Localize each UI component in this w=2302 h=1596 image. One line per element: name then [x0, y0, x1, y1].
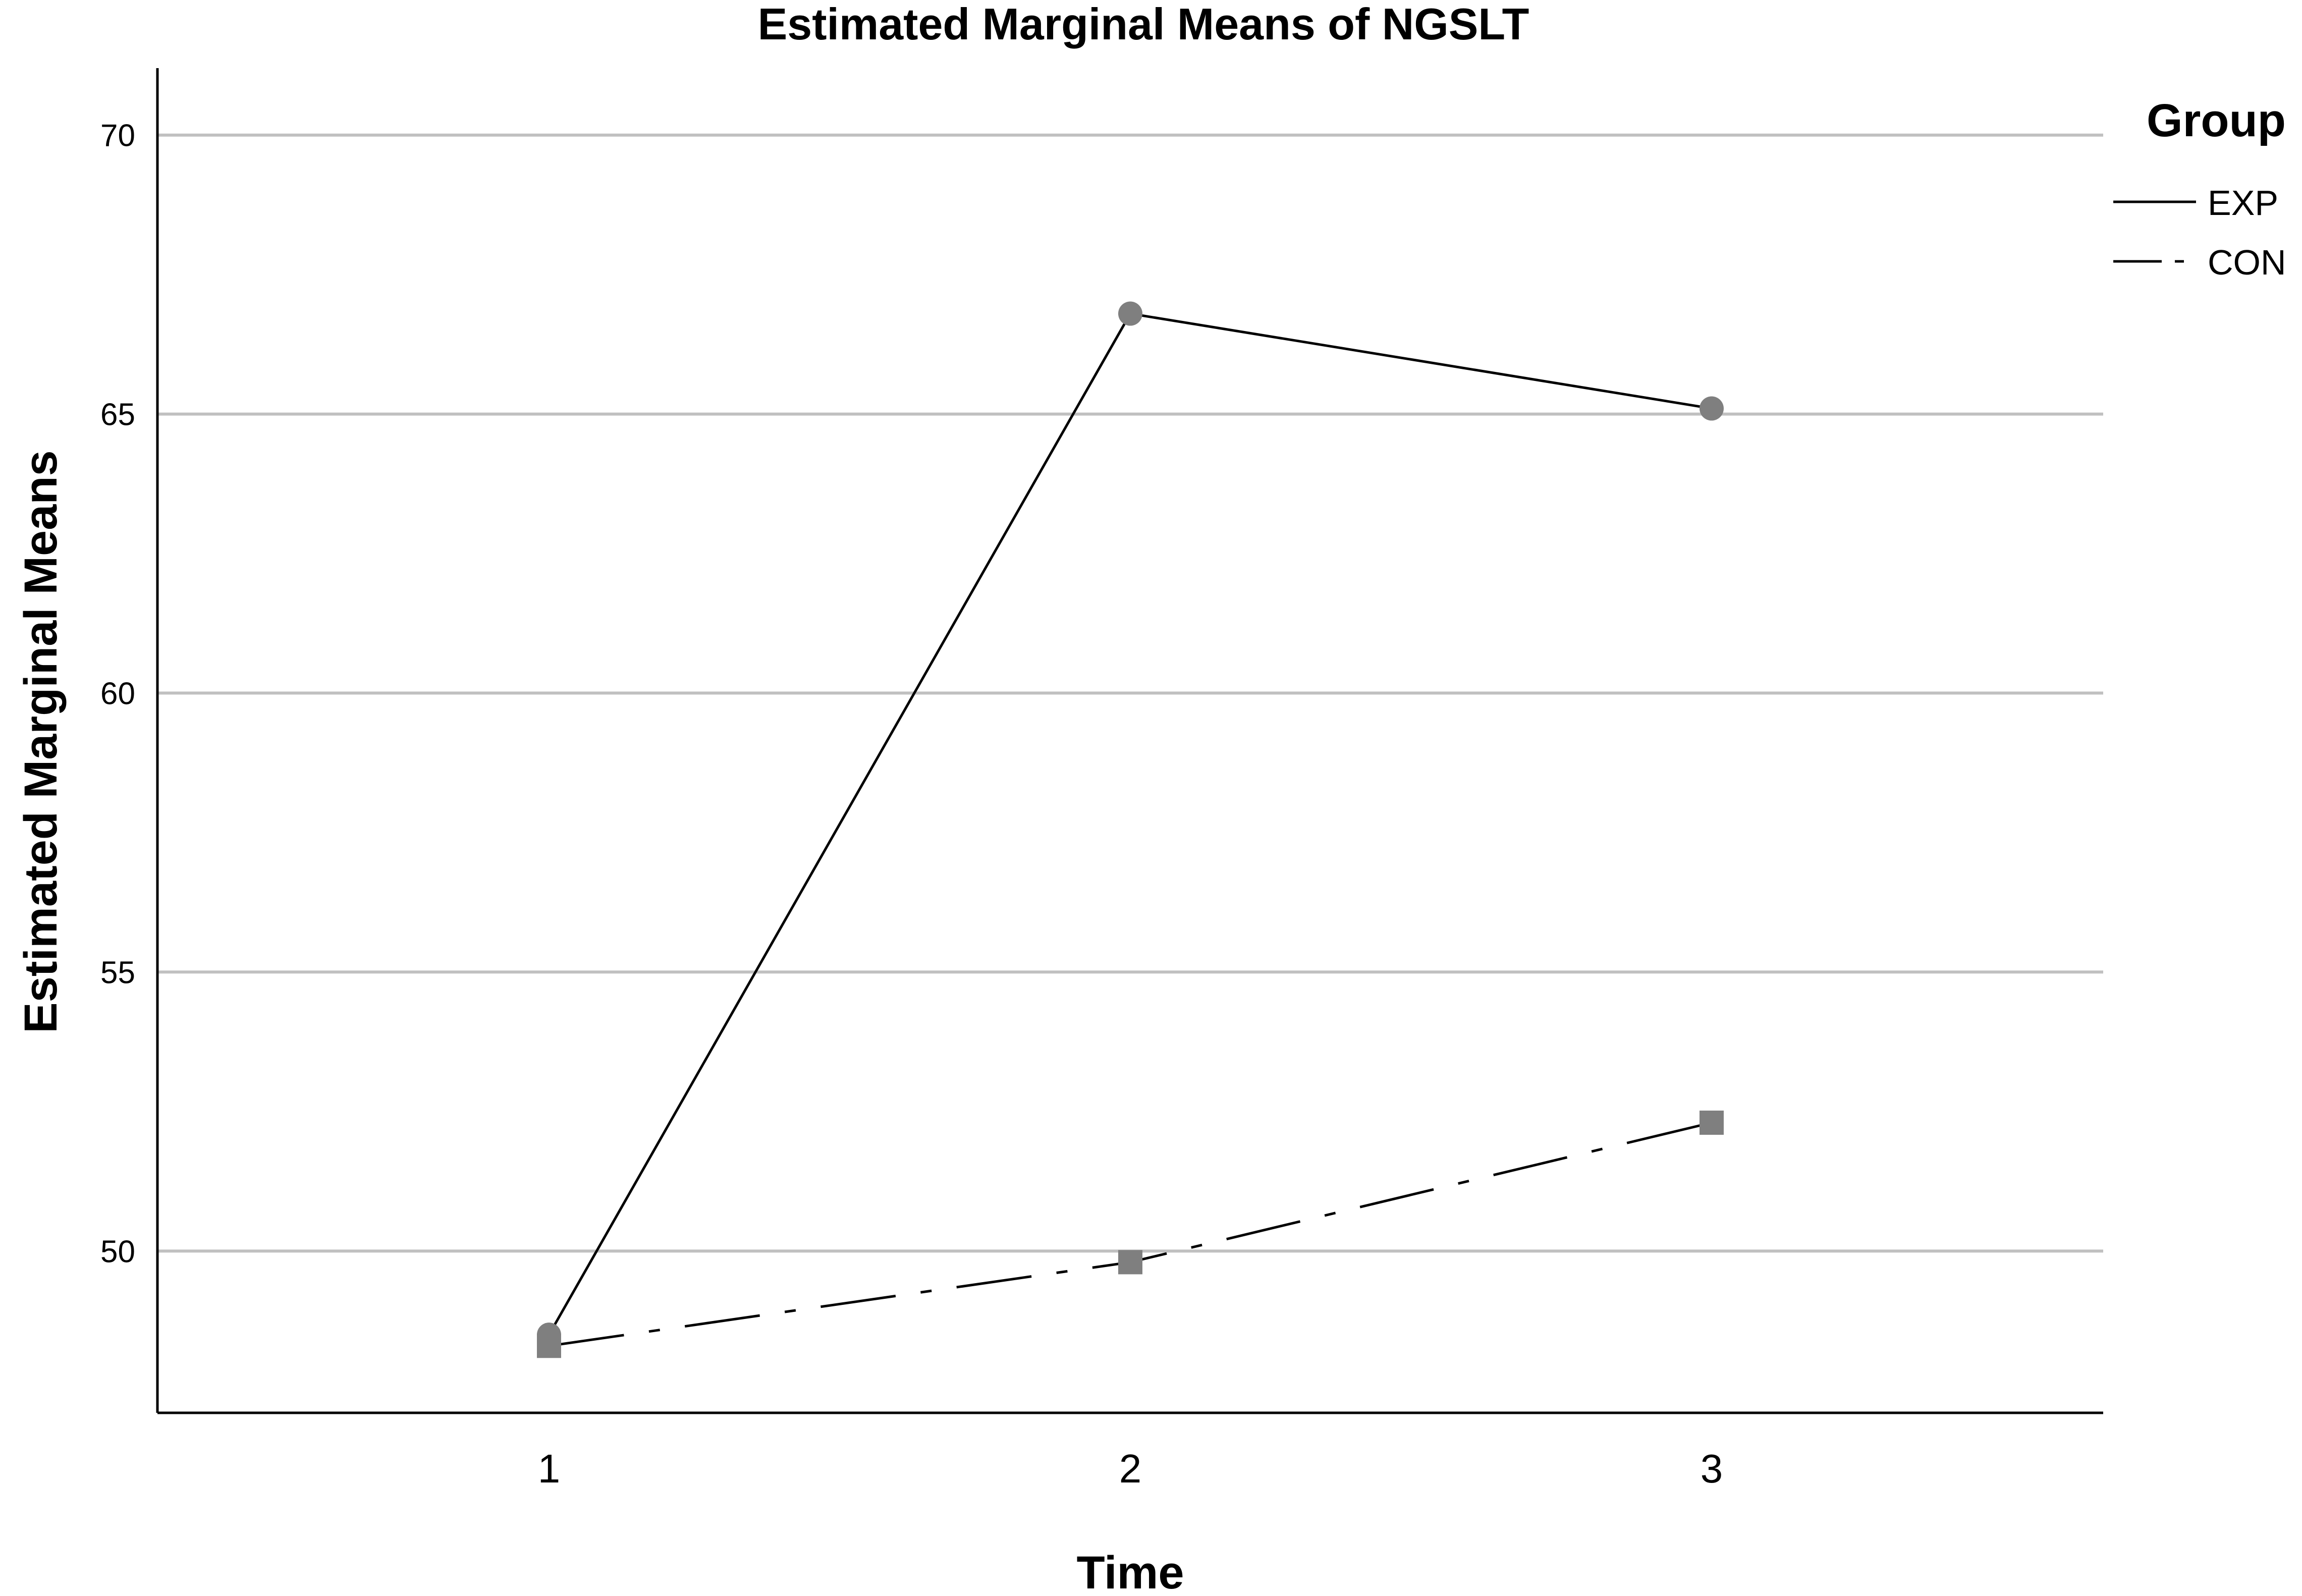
- y-tick-labels: 50 55 60 65 70: [100, 119, 135, 1270]
- x-tick-label: 3: [1701, 1446, 1723, 1491]
- legend-title: Group: [2147, 95, 2286, 146]
- data-point: [537, 1334, 561, 1358]
- chart-title: Estimated Marginal Means of NGSLT: [758, 0, 1529, 49]
- x-tick-label: 2: [1119, 1446, 1142, 1491]
- series-exp: [537, 301, 1724, 1347]
- series-line: [547, 312, 1712, 1336]
- x-tick-label: 1: [538, 1446, 561, 1491]
- legend-label: CON: [2208, 243, 2286, 282]
- axes: [156, 68, 2103, 1414]
- x-tick-labels: 1 2 3: [538, 1446, 1723, 1491]
- data-point: [1118, 1250, 1142, 1275]
- y-tick-label: 55: [100, 955, 135, 990]
- series: [537, 301, 1724, 1358]
- series-line: [549, 1121, 1712, 1347]
- data-point: [1118, 301, 1142, 326]
- y-tick-label: 60: [100, 677, 135, 711]
- x-axis-title: Time: [1076, 1547, 1184, 1596]
- y-tick-label: 50: [100, 1234, 135, 1269]
- y-axis-title: Estimated Marginal Means: [15, 450, 67, 1033]
- y-tick-label: 65: [100, 398, 135, 432]
- legend: Group EXP CON: [2113, 95, 2286, 282]
- series-con: [537, 1110, 1724, 1358]
- data-point: [1700, 1110, 1724, 1135]
- legend-label: EXP: [2208, 183, 2278, 223]
- data-point: [1700, 396, 1724, 421]
- y-tick-label: 70: [100, 119, 135, 153]
- gridlines: [157, 133, 2103, 1253]
- legend-items: EXP CON: [2113, 183, 2286, 282]
